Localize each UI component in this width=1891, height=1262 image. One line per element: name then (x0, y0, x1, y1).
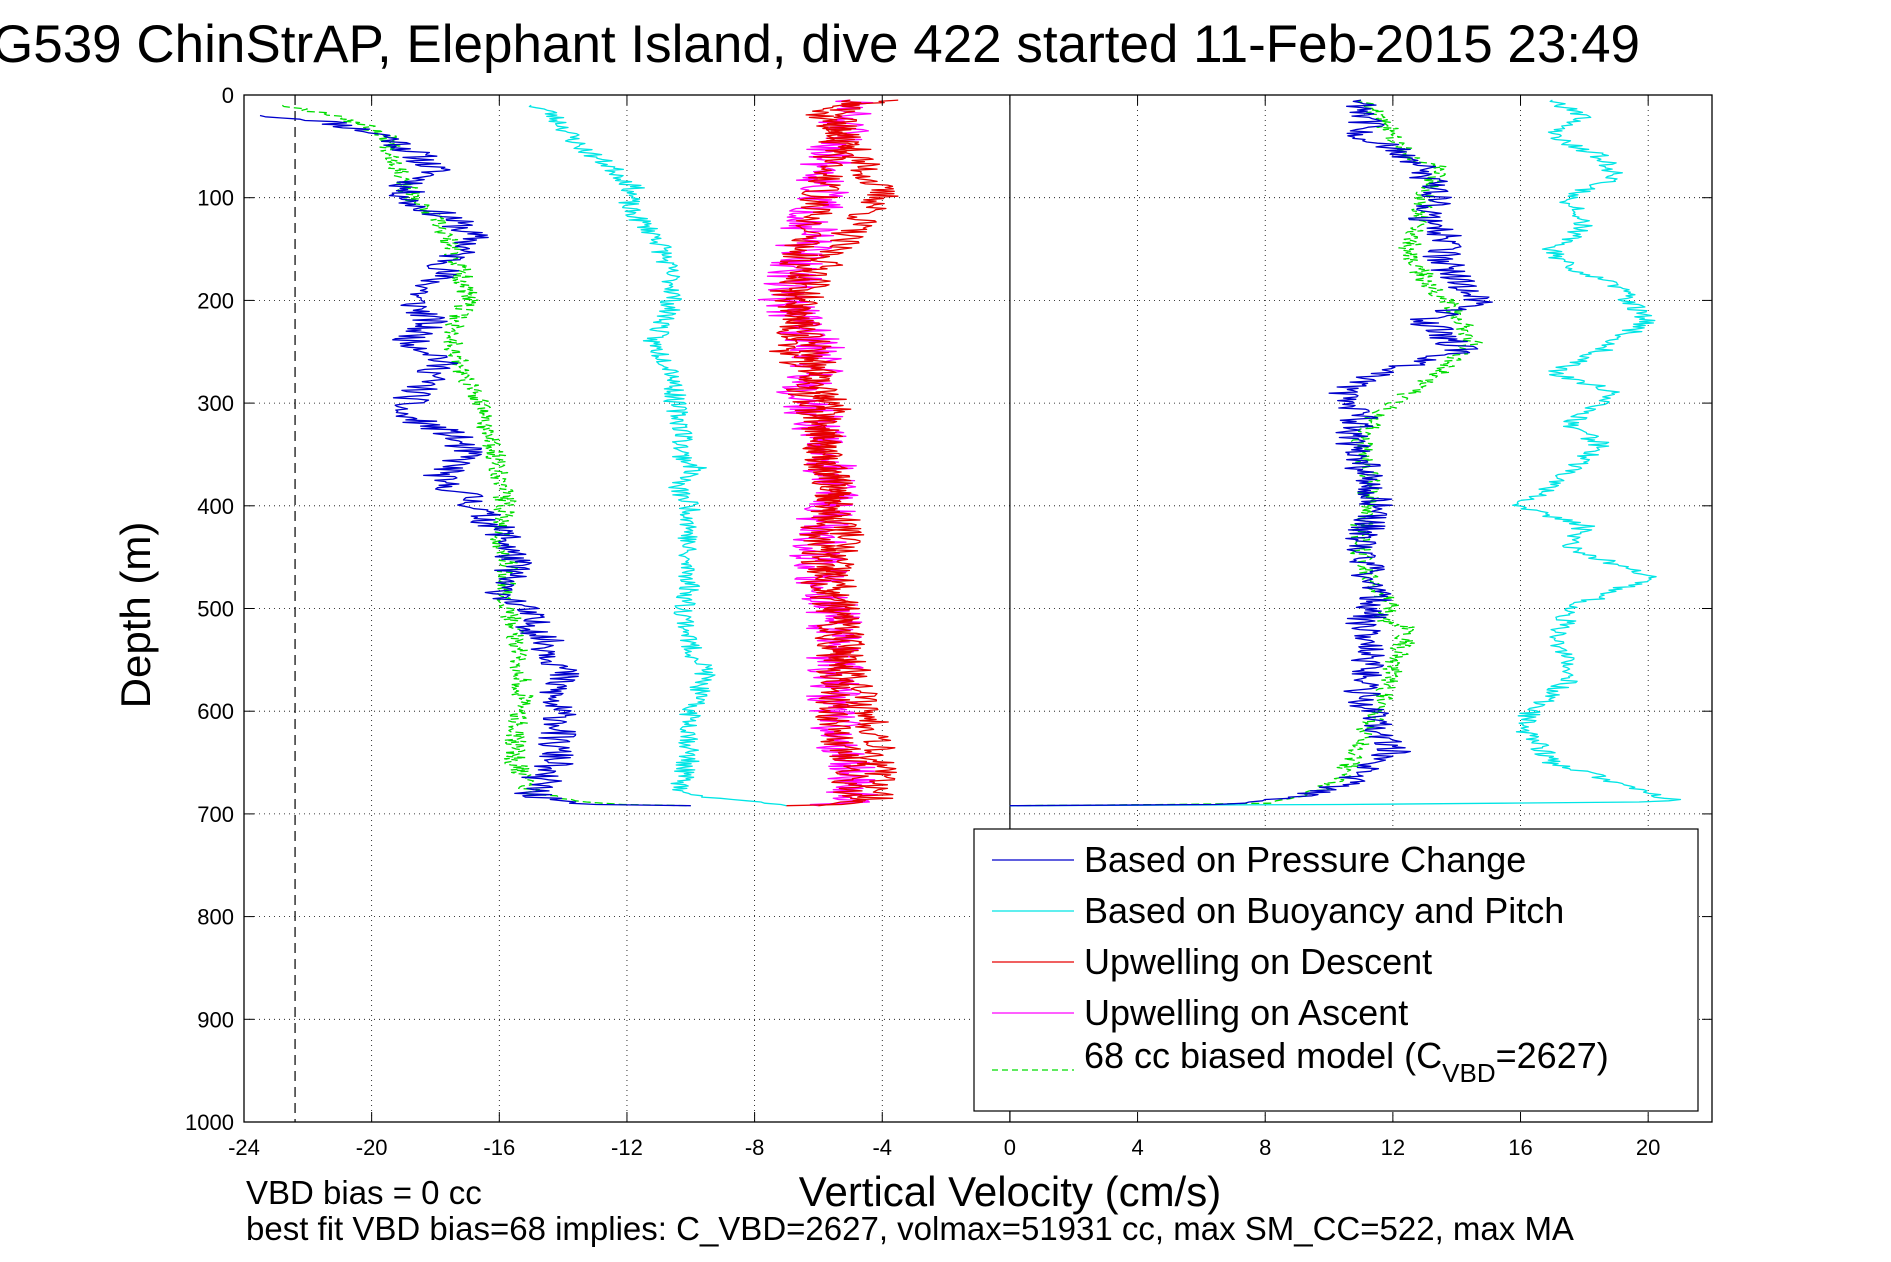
tick-layer: -24 -20 -16 -12 -8 -4 0 4 8 12 16 20010020030040050… (185, 83, 1712, 1160)
x-tick-label: -12 (611, 1135, 643, 1160)
legend: Based on Pressure Change Based on Buoyanc… (973, 828, 1699, 1112)
legend-label: Upwelling on Ascent (1084, 992, 1408, 1033)
legend-box (973, 828, 1699, 1112)
legend-label: 68 cc biased model (CVBD=2627) (1084, 1035, 1609, 1088)
y-tick-label: 600 (197, 699, 234, 724)
series-based-on-pressure-change (259, 99, 1493, 807)
y-tick-label: 100 (197, 186, 234, 211)
x-tick-label: 4 (1131, 1135, 1143, 1160)
x-tick-label: -8 (745, 1135, 765, 1160)
x-tick-label: 0 (1004, 1135, 1016, 1160)
x-tick-label: -24 (228, 1135, 260, 1160)
y-tick-label: 200 (197, 288, 234, 313)
legend-label: Based on Pressure Change (1084, 839, 1526, 880)
series-upwelling-on-descent (769, 99, 899, 807)
y-tick-label: 300 (197, 391, 234, 416)
series-line-ascent (1009, 99, 1493, 807)
series-based-on-buoyancy-and-pitch (528, 99, 1682, 807)
vbd-bias-note: VBD bias = 0 cc (246, 1174, 482, 1211)
x-tick-label: 16 (1508, 1135, 1532, 1160)
reference-lines (294, 95, 1011, 1122)
series-line-descent (259, 114, 691, 807)
best-fit-note: best fit VBD bias=68 implies: C_VBD=2627… (246, 1210, 1574, 1247)
legend-label: Upwelling on Descent (1084, 941, 1432, 982)
x-axis-label: Vertical Velocity (cm/s) (799, 1168, 1221, 1215)
chart-title: G539 ChinStrAP, Elephant Island, dive 42… (0, 15, 1640, 74)
x-tick-label: -16 (483, 1135, 515, 1160)
x-tick-label: -4 (872, 1135, 892, 1160)
y-tick-label: 500 (197, 597, 234, 622)
x-tick-label: -20 (356, 1135, 388, 1160)
y-axis-label: Depth (m) (112, 522, 159, 709)
x-tick-label: 8 (1259, 1135, 1271, 1160)
x-tick-label: 12 (1381, 1135, 1405, 1160)
x-tick-label: 20 (1636, 1135, 1660, 1160)
series-line-ascent (769, 99, 869, 807)
y-tick-label: 800 (197, 905, 234, 930)
series-line-descent (528, 104, 787, 807)
legend-label: Based on Buoyancy and Pitch (1084, 890, 1564, 931)
series-line-ascent (1009, 99, 1483, 807)
y-tick-label: 1000 (185, 1110, 234, 1135)
series-layer (259, 99, 1682, 807)
series-line-descent (281, 104, 691, 807)
y-tick-label: 0 (222, 83, 234, 108)
y-tick-label: 700 (197, 802, 234, 827)
series-line-ascent (1009, 99, 1682, 807)
y-tick-label: 900 (197, 1007, 234, 1032)
y-tick-label: 400 (197, 494, 234, 519)
